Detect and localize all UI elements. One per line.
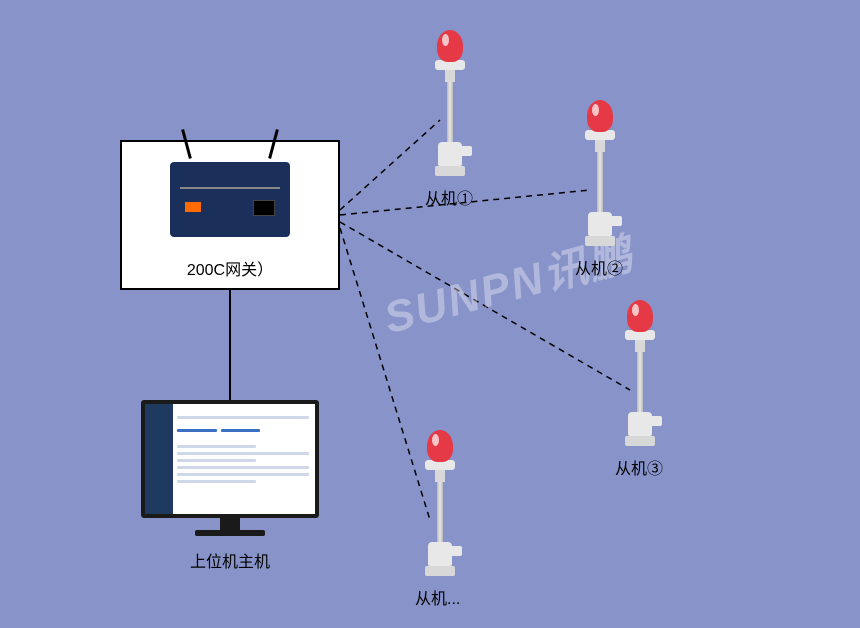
gateway-host-line — [229, 290, 231, 400]
slave-tower-t2 — [580, 100, 620, 250]
slave-label-t1: 从机① — [425, 185, 473, 209]
slave-tower-t4 — [420, 430, 460, 580]
tower-light-icon — [587, 100, 613, 132]
diagram-canvas: { "background_color": "#8793c9", "waterm… — [0, 0, 860, 628]
slave-label-t4: 从机... — [415, 585, 460, 609]
slave-tower-t3 — [620, 300, 660, 450]
tower-light-icon — [427, 430, 453, 462]
tower-light-icon — [437, 30, 463, 62]
slave-tower-t1 — [430, 30, 470, 180]
gateway-device-icon — [165, 147, 295, 242]
host-label: 上位机主机 — [190, 548, 270, 572]
monitor-icon — [141, 400, 319, 518]
slave-label-t3: 从机③ — [615, 455, 663, 479]
gateway-label: 200C网关） — [122, 256, 338, 280]
host-node — [140, 400, 320, 540]
slave-label-t2: 从机② — [575, 255, 623, 279]
tower-light-icon — [627, 300, 653, 332]
gateway-node: 200C网关） — [120, 140, 340, 290]
